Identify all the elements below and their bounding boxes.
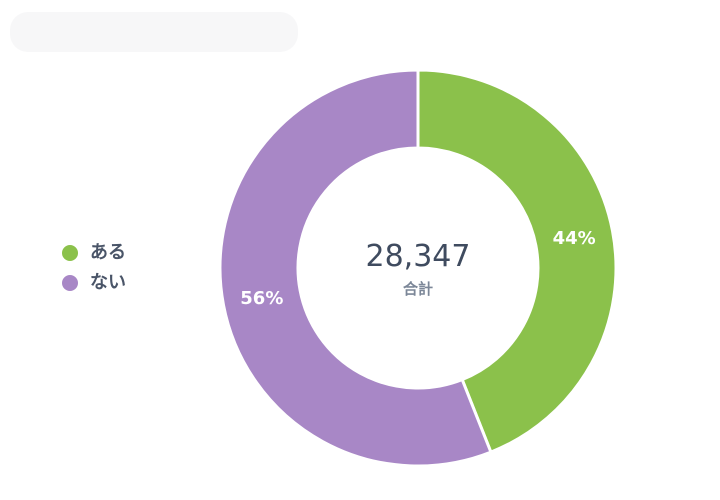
slice-label-aru: 44%: [553, 228, 596, 249]
total-label: 合計: [402, 280, 433, 298]
title-placeholder: [10, 12, 298, 52]
slice-label-nai: 56%: [240, 288, 283, 309]
slice-layer: [218, 68, 618, 468]
legend: ある ない: [62, 242, 126, 302]
legend-label-aru: ある: [90, 242, 126, 263]
slice-aru[interactable]: [416, 68, 618, 455]
legend-item-nai: ない: [62, 272, 126, 294]
slice-label-layer: 44% 56%: [240, 228, 595, 309]
slice-nai[interactable]: [218, 68, 493, 468]
legend-item-aru: ある: [62, 242, 126, 264]
total-value: 28,347: [366, 239, 471, 274]
legend-swatch-aru: [62, 245, 78, 261]
legend-label-nai: ない: [90, 272, 126, 293]
legend-swatch-nai: [62, 275, 78, 291]
center-summary: 28,347 合計: [366, 239, 471, 298]
